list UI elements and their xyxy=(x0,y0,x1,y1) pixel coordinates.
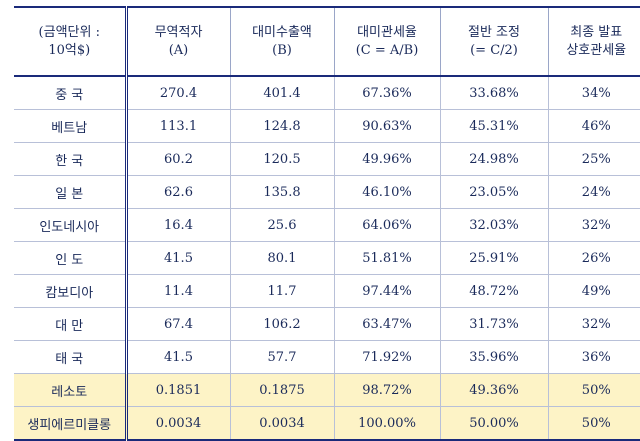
trade-deficit-cell: 60.2 xyxy=(126,143,230,176)
us-exports-cell: 106.2 xyxy=(230,308,334,341)
header-trade-deficit: 무역적자(A) xyxy=(126,7,230,76)
final-rate-cell: 49% xyxy=(548,275,640,308)
tariff-table-container: (금액단위 :10억$) 무역적자(A) 대미수출액(B) 대미관세율(C = … xyxy=(14,6,624,441)
final-rate-cell: 50% xyxy=(548,374,640,407)
tariff-rate-cell: 63.47% xyxy=(334,308,440,341)
half-adjust-cell: 35.96% xyxy=(440,341,548,374)
header-half-adjust-line2: (= C/2) xyxy=(441,42,548,60)
trade-deficit-cell: 62.6 xyxy=(126,176,230,209)
country-cell: 일 본 xyxy=(14,176,126,209)
tariff-rate-cell: 67.36% xyxy=(334,76,440,110)
header-unit-line1: (금액단위 : xyxy=(14,24,125,42)
tariff-rate-cell: 71.92% xyxy=(334,341,440,374)
country-cell: 대 만 xyxy=(14,308,126,341)
us-exports-cell: 0.0034 xyxy=(230,407,334,441)
half-adjust-cell: 23.05% xyxy=(440,176,548,209)
final-rate-cell: 34% xyxy=(548,76,640,110)
trade-deficit-cell: 16.4 xyxy=(126,209,230,242)
header-row: (금액단위 :10억$) 무역적자(A) 대미수출액(B) 대미관세율(C = … xyxy=(14,7,640,76)
header-final-rate-line1: 최종 발표 xyxy=(549,24,640,42)
trade-deficit-cell: 41.5 xyxy=(126,341,230,374)
final-rate-cell: 46% xyxy=(548,110,640,143)
final-rate-cell: 36% xyxy=(548,341,640,374)
tariff-rate-cell: 98.72% xyxy=(334,374,440,407)
header-us-tariff-rate-line2: (C = A/B) xyxy=(335,42,440,60)
trade-deficit-cell: 41.5 xyxy=(126,242,230,275)
half-adjust-cell: 45.31% xyxy=(440,110,548,143)
us-exports-cell: 120.5 xyxy=(230,143,334,176)
half-adjust-cell: 32.03% xyxy=(440,209,548,242)
us-exports-cell: 80.1 xyxy=(230,242,334,275)
tariff-rate-cell: 100.00% xyxy=(334,407,440,441)
half-adjust-cell: 25.91% xyxy=(440,242,548,275)
us-exports-cell: 124.8 xyxy=(230,110,334,143)
trade-deficit-cell: 0.0034 xyxy=(126,407,230,441)
final-rate-cell: 50% xyxy=(548,407,640,441)
half-adjust-cell: 33.68% xyxy=(440,76,548,110)
country-cell: 중 국 xyxy=(14,76,126,110)
tariff-rate-cell: 90.63% xyxy=(334,110,440,143)
tariff-rate-cell: 49.96% xyxy=(334,143,440,176)
tariff-rate-cell: 46.10% xyxy=(334,176,440,209)
tariff-table: (금액단위 :10억$) 무역적자(A) 대미수출액(B) 대미관세율(C = … xyxy=(14,6,640,441)
trade-deficit-cell: 113.1 xyxy=(126,110,230,143)
half-adjust-cell: 24.98% xyxy=(440,143,548,176)
final-rate-cell: 32% xyxy=(548,209,640,242)
header-trade-deficit-line2: (A) xyxy=(128,42,230,60)
header-unit-line2: 10억$) xyxy=(14,42,125,60)
header-unit: (금액단위 :10억$) xyxy=(14,7,126,76)
half-adjust-cell: 50.00% xyxy=(440,407,548,441)
half-adjust-cell: 31.73% xyxy=(440,308,548,341)
us-exports-cell: 25.6 xyxy=(230,209,334,242)
country-cell: 태 국 xyxy=(14,341,126,374)
tariff-rate-cell: 64.06% xyxy=(334,209,440,242)
header-half-adjust-line1: 절반 조정 xyxy=(441,24,548,42)
trade-deficit-cell: 270.4 xyxy=(126,76,230,110)
us-exports-cell: 135.8 xyxy=(230,176,334,209)
final-rate-cell: 26% xyxy=(548,242,640,275)
trade-deficit-cell: 67.4 xyxy=(126,308,230,341)
us-exports-cell: 0.1875 xyxy=(230,374,334,407)
final-rate-cell: 32% xyxy=(548,308,640,341)
header-trade-deficit-line1: 무역적자 xyxy=(128,24,230,42)
country-cell: 캄보디아 xyxy=(14,275,126,308)
header-us-exports-line2: (B) xyxy=(231,42,334,60)
country-cell: 베트남 xyxy=(14,110,126,143)
country-cell: 한 국 xyxy=(14,143,126,176)
header-us-exports: 대미수출액(B) xyxy=(230,7,334,76)
half-adjust-cell: 48.72% xyxy=(440,275,548,308)
country-cell: 인 도 xyxy=(14,242,126,275)
country-cell: 생피에르미클롱 xyxy=(14,407,126,441)
header-final-rate-line2: 상호관세율 xyxy=(549,42,640,60)
header-half-adjust: 절반 조정(= C/2) xyxy=(440,7,548,76)
header-us-exports-line1: 대미수출액 xyxy=(231,24,334,42)
final-rate-cell: 25% xyxy=(548,143,640,176)
country-cell: 인도네시아 xyxy=(14,209,126,242)
final-rate-cell: 24% xyxy=(548,176,640,209)
country-cell: 레소토 xyxy=(14,374,126,407)
trade-deficit-cell: 0.1851 xyxy=(126,374,230,407)
tariff-rate-cell: 97.44% xyxy=(334,275,440,308)
us-exports-cell: 401.4 xyxy=(230,76,334,110)
tariff-rate-cell: 51.81% xyxy=(334,242,440,275)
half-adjust-cell: 49.36% xyxy=(440,374,548,407)
us-exports-cell: 57.7 xyxy=(230,341,334,374)
header-us-tariff-rate-line1: 대미관세율 xyxy=(335,24,440,42)
us-exports-cell: 11.7 xyxy=(230,275,334,308)
trade-deficit-cell: 11.4 xyxy=(126,275,230,308)
header-us-tariff-rate: 대미관세율(C = A/B) xyxy=(334,7,440,76)
